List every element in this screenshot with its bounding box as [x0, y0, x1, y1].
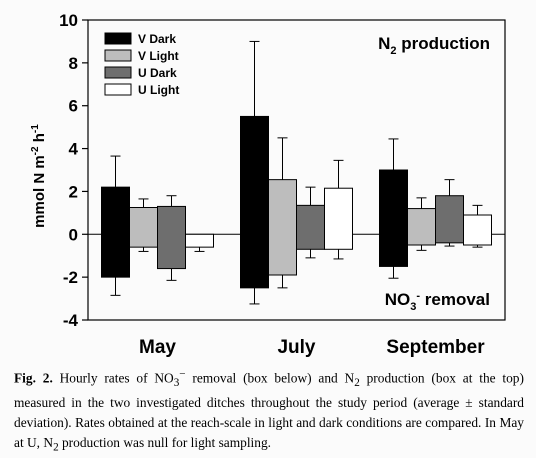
bar-u-light — [324, 187, 353, 250]
caption-sup-1: − — [179, 368, 186, 380]
legend-label: U Light — [138, 83, 179, 97]
y-tick-label: 8 — [69, 54, 78, 73]
y-tick-label: 4 — [69, 140, 79, 159]
caption-sub-1: 3 — [173, 377, 180, 390]
bar-u-dark — [157, 205, 186, 270]
annotation-no3-removal: NO3- removal — [385, 290, 490, 313]
legend-swatch — [104, 49, 132, 62]
x-tick-label: May — [139, 337, 176, 358]
caption-text-1: Hourly rates of NO — [52, 370, 174, 386]
annotation-n2-production: N2 production — [378, 34, 490, 57]
bar-u-light — [185, 233, 214, 248]
caption-label: Fig. 2. — [14, 370, 53, 386]
caption-sub-3: 2 — [53, 441, 59, 454]
y-tick-label: 0 — [69, 225, 78, 244]
bar-u-dark — [435, 195, 464, 244]
figure-caption: Fig. 2. Hourly rates of NO3− removal (bo… — [14, 364, 524, 458]
caption-sub-2: 2 — [354, 377, 360, 390]
bar-u-dark — [296, 204, 325, 250]
bar-v-light — [407, 208, 436, 246]
bar-v-light — [268, 179, 297, 276]
bar-v-dark — [379, 169, 408, 267]
bar-v-dark — [101, 186, 130, 278]
bar-v-light — [129, 207, 158, 248]
y-tick-label: 10 — [59, 11, 78, 30]
y-tick-label: -4 — [63, 311, 79, 330]
y-tick-label: 2 — [69, 182, 78, 201]
bar-chart: -4 -2 0 2 4 6 8 10 mmol N m-2 h-1 May July Septembe… — [30, 11, 506, 358]
legend-swatch — [104, 32, 132, 45]
x-tick-label: September — [386, 337, 485, 358]
y-tick-label: 6 — [69, 97, 78, 116]
bar-u-light — [463, 214, 492, 246]
legend-label: V Light — [138, 49, 179, 63]
y-tick-label: -2 — [63, 268, 78, 287]
y-axis-label: mmol N m-2 h-1 — [30, 124, 48, 228]
caption-text-4: production was null for light sampling. — [58, 435, 272, 451]
x-tick-label: July — [277, 337, 315, 358]
legend-label: V Dark — [138, 32, 176, 46]
bar-v-dark — [240, 115, 269, 289]
plot-frame — [87, 19, 506, 321]
caption-text-3: production (box at the top) measured in … — [14, 370, 524, 451]
legend-swatch — [104, 66, 132, 79]
caption-text-2: removal (box below) and N — [185, 370, 355, 386]
legend-swatch — [104, 83, 132, 96]
legend-label: U Dark — [138, 66, 177, 80]
